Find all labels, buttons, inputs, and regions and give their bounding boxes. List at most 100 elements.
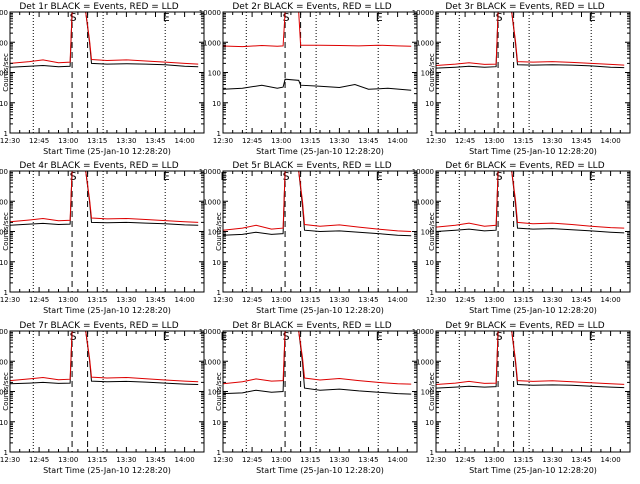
marker-label: E — [589, 330, 596, 343]
x-tick-label: 13:00 — [271, 456, 291, 464]
series-line-lld — [223, 331, 412, 385]
marker-label: E — [589, 11, 596, 24]
x-tick-label: 14:00 — [601, 296, 621, 304]
x-tick-label: 12:30 — [213, 137, 233, 145]
y-axis-label: Counts/sec — [215, 212, 223, 251]
y-axis-label: Counts/sec — [2, 212, 10, 251]
y-tick-label: 1 — [217, 449, 221, 457]
y-tick-label: 10000 — [0, 9, 8, 17]
y-tick-label: 100 — [0, 389, 8, 397]
axes-frame — [9, 170, 205, 293]
x-tick-label: 14:00 — [388, 296, 408, 304]
y-tick-label: 1000 — [203, 358, 221, 366]
chart-title: Det 1r BLACK = Events, RED = LLD — [19, 2, 178, 12]
x-tick-label: 13:00 — [58, 296, 78, 304]
series-line-events — [436, 331, 625, 389]
x-tick-label: 13:45 — [145, 296, 165, 304]
x-tick-label: 13:30 — [542, 456, 562, 464]
x-tick-label: 12:45 — [455, 137, 475, 145]
x-tick-label: 12:30 — [0, 137, 20, 145]
y-tick-label: 1 — [217, 130, 221, 138]
axes-frame — [222, 11, 418, 134]
axes-frame — [222, 330, 418, 453]
x-tick-label: 13:45 — [145, 137, 165, 145]
x-tick-label: 12:45 — [455, 456, 475, 464]
x-tick-label: 12:45 — [242, 456, 262, 464]
x-tick-label: 12:45 — [29, 137, 49, 145]
x-tick-label: 12:30 — [213, 296, 233, 304]
x-tick-label: 13:45 — [358, 296, 378, 304]
x-tick-label: 13:45 — [358, 137, 378, 145]
chart-title: Det 6r BLACK = Events, RED = LLD — [445, 161, 604, 171]
x-tick-label: 14:00 — [388, 137, 408, 145]
x-axis-label: Start Time (25-Jan-10 12:28:20) — [256, 306, 384, 315]
x-tick-label: 12:45 — [29, 296, 49, 304]
series-line-lld — [223, 12, 412, 48]
series-line-lld — [10, 171, 199, 223]
axes-frame — [9, 11, 205, 134]
series-line-events — [10, 171, 199, 226]
x-tick-label: 13:15 — [300, 137, 320, 145]
y-axis-label: Counts/sec — [2, 372, 10, 411]
x-axis-label: Start Time (25-Jan-10 12:28:20) — [43, 306, 171, 315]
y-tick-label: 10 — [212, 100, 221, 108]
chart-title: Det 8r BLACK = Events, RED = LLD — [232, 321, 391, 331]
y-axis-label: Counts/sec — [428, 372, 436, 411]
series-line-lld — [10, 331, 199, 383]
chart-title: Det 9r BLACK = Events, RED = LLD — [445, 321, 604, 331]
x-tick-label: 13:15 — [513, 456, 533, 464]
x-tick-label: 12:45 — [455, 296, 475, 304]
marker-label: S — [283, 330, 290, 343]
y-tick-label: 1000 — [0, 39, 8, 47]
x-tick-label: 13:00 — [271, 137, 291, 145]
y-tick-label: 100 — [421, 389, 434, 397]
x-tick-label: 12:30 — [0, 296, 20, 304]
marker-label: S — [496, 330, 503, 343]
x-tick-label: 13:30 — [329, 456, 349, 464]
y-tick-label: 10000 — [0, 328, 8, 336]
x-tick-label: 13:15 — [513, 137, 533, 145]
x-tick-label: 13:45 — [571, 456, 591, 464]
chart-title: Det 5r BLACK = Events, RED = LLD — [232, 161, 391, 171]
marker-label: E — [163, 330, 170, 343]
y-tick-label: 10000 — [0, 168, 8, 176]
series-line-lld — [436, 12, 625, 66]
y-tick-label: 10000 — [199, 9, 221, 17]
y-tick-label: 1000 — [203, 198, 221, 206]
chart-panel-4: Det 4r BLACK = Events, RED = LLD Counts/s… — [0, 161, 205, 315]
marker-label: S — [496, 11, 503, 24]
x-tick-label: 13:15 — [300, 296, 320, 304]
x-tick-label: 13:30 — [329, 137, 349, 145]
x-tick-label: 12:30 — [213, 456, 233, 464]
series-line-events — [223, 331, 412, 395]
chart-title: Det 4r BLACK = Events, RED = LLD — [19, 161, 178, 171]
y-tick-label: 100 — [0, 70, 8, 78]
x-tick-label: 14:00 — [388, 456, 408, 464]
y-tick-label: 1000 — [416, 39, 434, 47]
x-tick-label: 12:45 — [242, 296, 262, 304]
y-axis-label: Counts/sec — [215, 372, 223, 411]
marker-label: S — [283, 11, 290, 24]
y-tick-label: 10 — [212, 419, 221, 427]
chart-panel-5: Det 5r BLACK = Events, RED = LLD Counts/s… — [199, 161, 418, 315]
marker-label: E — [376, 330, 383, 343]
y-tick-label: 10000 — [412, 9, 434, 17]
x-tick-label: 13:45 — [571, 137, 591, 145]
y-tick-label: 10000 — [199, 328, 221, 336]
series-line-events — [10, 12, 199, 68]
y-tick-label: 1000 — [416, 198, 434, 206]
y-tick-label: 10 — [425, 100, 434, 108]
x-tick-label: 13:15 — [300, 456, 320, 464]
y-tick-label: 1 — [4, 130, 8, 138]
series-line-lld — [223, 171, 412, 232]
series-line-events — [436, 12, 625, 69]
series-line-events — [10, 331, 199, 385]
x-tick-label: 14:00 — [601, 137, 621, 145]
y-tick-label: 1 — [217, 289, 221, 297]
y-tick-label: 10 — [0, 419, 8, 427]
x-axis-label: Start Time (25-Jan-10 12:28:20) — [469, 306, 597, 315]
y-tick-label: 1 — [430, 449, 434, 457]
x-tick-label: 13:15 — [87, 137, 107, 145]
chart-panel-1: Det 1r BLACK = Events, RED = LLD Counts/s… — [0, 2, 205, 156]
